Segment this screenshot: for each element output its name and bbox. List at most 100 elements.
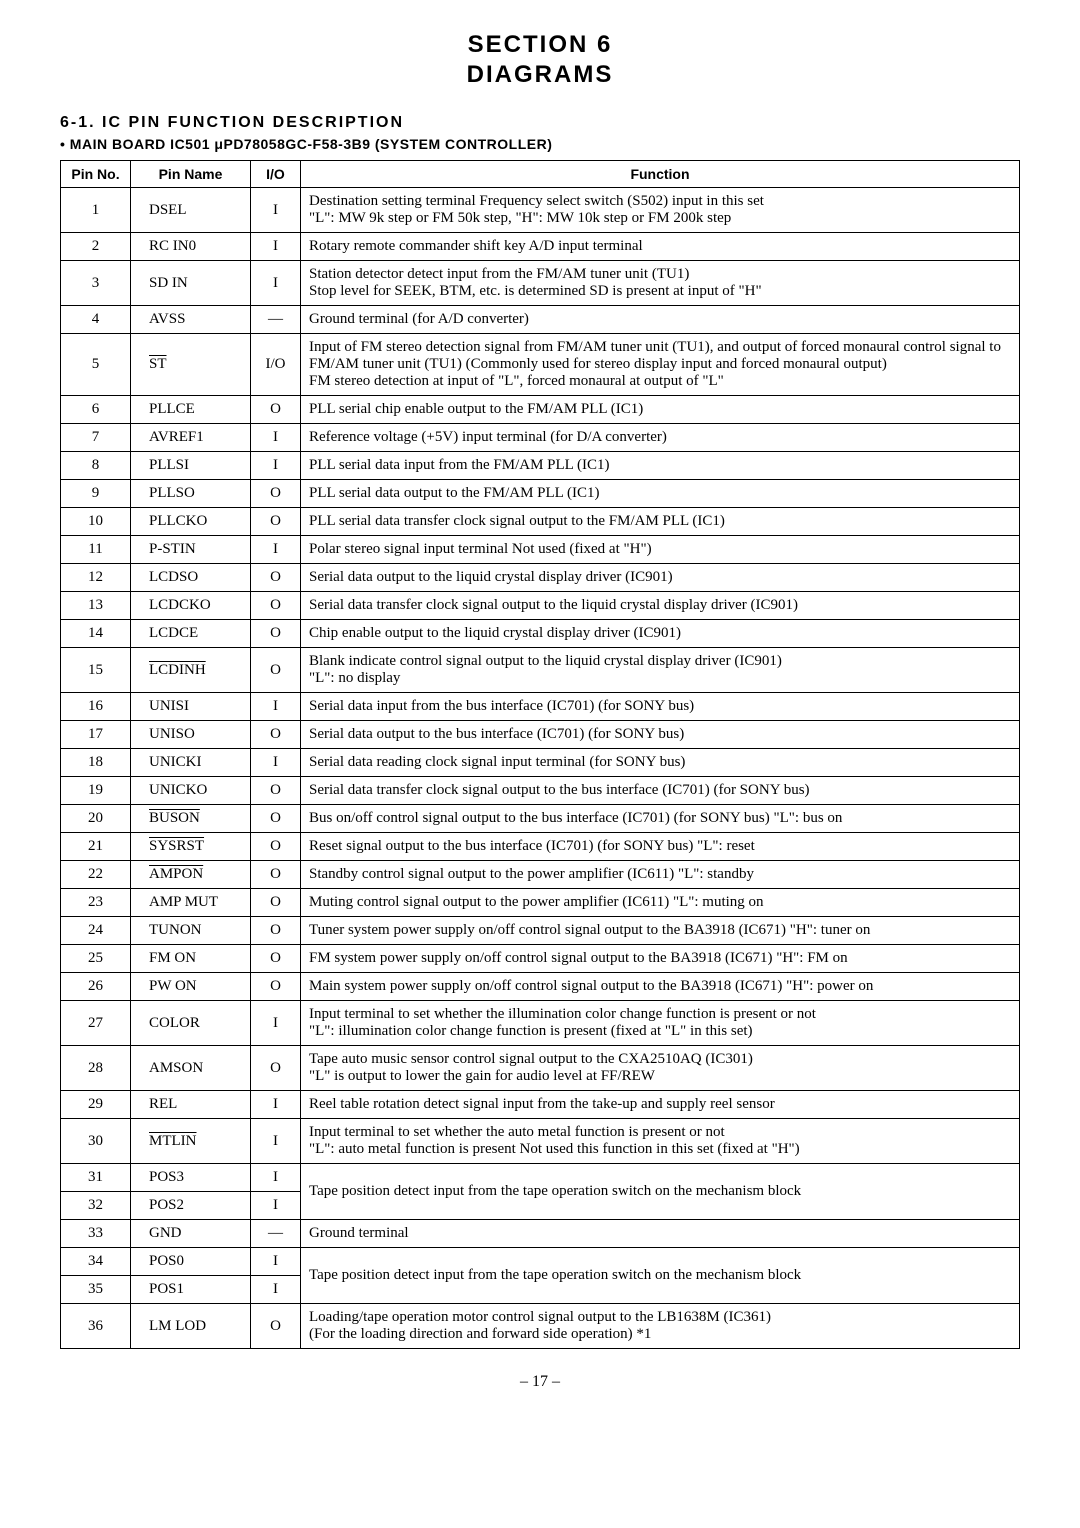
cell-pinname: LCDCE xyxy=(131,620,251,648)
cell-io: I xyxy=(251,749,301,777)
table-row: 2RC IN0IRotary remote commander shift ke… xyxy=(61,233,1020,261)
section-line2: DIAGRAMS xyxy=(467,61,614,88)
table-row: 9PLLSOOPLL serial data output to the FM/… xyxy=(61,480,1020,508)
cell-function: Polar stereo signal input terminal Not u… xyxy=(301,536,1020,564)
cell-io: I xyxy=(251,233,301,261)
cell-pinno: 36 xyxy=(61,1304,131,1349)
cell-io: O xyxy=(251,805,301,833)
cell-pinname: LCDSO xyxy=(131,564,251,592)
cell-function: Rotary remote commander shift key A/D in… xyxy=(301,233,1020,261)
cell-function: Tape position detect input from the tape… xyxy=(301,1164,1020,1220)
cell-pinno: 13 xyxy=(61,592,131,620)
cell-pinno: 30 xyxy=(61,1119,131,1164)
cell-function: Serial data reading clock signal input t… xyxy=(301,749,1020,777)
header-func: Function xyxy=(301,161,1020,188)
cell-io: O xyxy=(251,861,301,889)
cell-function: Ground terminal (for A/D converter) xyxy=(301,306,1020,334)
table-row: 17UNISOOSerial data output to the bus in… xyxy=(61,721,1020,749)
cell-io: O xyxy=(251,917,301,945)
cell-pinname: LCDCKO xyxy=(131,592,251,620)
cell-io: I xyxy=(251,1192,301,1220)
cell-function: FM system power supply on/off control si… xyxy=(301,945,1020,973)
table-row: 21SYSRSTOReset signal output to the bus … xyxy=(61,833,1020,861)
cell-function: Reset signal output to the bus interface… xyxy=(301,833,1020,861)
cell-function: Input terminal to set whether the auto m… xyxy=(301,1119,1020,1164)
table-row: 11P-STINIPolar stereo signal input termi… xyxy=(61,536,1020,564)
table-row: 7AVREF1IReference voltage (+5V) input te… xyxy=(61,424,1020,452)
cell-pinno: 24 xyxy=(61,917,131,945)
cell-pinname: POS0 xyxy=(131,1248,251,1276)
cell-pinname: PW ON xyxy=(131,973,251,1001)
cell-pinno: 15 xyxy=(61,648,131,693)
cell-pinname: UNISI xyxy=(131,693,251,721)
board-line: • MAIN BOARD IC501 μPD78058GC-F58-3B9 (S… xyxy=(60,136,1020,152)
cell-pinno: 8 xyxy=(61,452,131,480)
cell-pinname: TUNON xyxy=(131,917,251,945)
cell-pinno: 28 xyxy=(61,1046,131,1091)
cell-io: O xyxy=(251,833,301,861)
cell-function: Reel table rotation detect signal input … xyxy=(301,1091,1020,1119)
cell-function: Chip enable output to the liquid crystal… xyxy=(301,620,1020,648)
cell-io: O xyxy=(251,648,301,693)
cell-function: Standby control signal output to the pow… xyxy=(301,861,1020,889)
cell-function: Serial data output to the bus interface … xyxy=(301,721,1020,749)
cell-pinno: 17 xyxy=(61,721,131,749)
cell-io: O xyxy=(251,777,301,805)
cell-pinno: 7 xyxy=(61,424,131,452)
cell-function: Destination setting terminal Frequency s… xyxy=(301,188,1020,233)
table-row: 25FM ONOFM system power supply on/off co… xyxy=(61,945,1020,973)
cell-pinno: 10 xyxy=(61,508,131,536)
section-line1: SECTION 6 xyxy=(468,31,613,58)
table-row: 29RELIReel table rotation detect signal … xyxy=(61,1091,1020,1119)
table-row: 27COLORIInput terminal to set whether th… xyxy=(61,1001,1020,1046)
cell-pinno: 35 xyxy=(61,1276,131,1304)
cell-function: PLL serial data transfer clock signal ou… xyxy=(301,508,1020,536)
table-row: 28AMSONOTape auto music sensor control s… xyxy=(61,1046,1020,1091)
cell-pinname: UNICKO xyxy=(131,777,251,805)
cell-pinno: 20 xyxy=(61,805,131,833)
cell-io: I xyxy=(251,1276,301,1304)
header-pinno: Pin No. xyxy=(61,161,131,188)
table-row: 5STI/OInput of FM stereo detection signa… xyxy=(61,334,1020,396)
cell-pinname: PLLSO xyxy=(131,480,251,508)
cell-io: I xyxy=(251,1119,301,1164)
cell-pinname: DSEL xyxy=(131,188,251,233)
cell-pinno: 34 xyxy=(61,1248,131,1276)
cell-function: Serial data transfer clock signal output… xyxy=(301,777,1020,805)
cell-io: O xyxy=(251,396,301,424)
cell-function: PLL serial chip enable output to the FM/… xyxy=(301,396,1020,424)
header-io: I/O xyxy=(251,161,301,188)
table-row: 36LM LODOLoading/tape operation motor co… xyxy=(61,1304,1020,1349)
cell-pinno: 2 xyxy=(61,233,131,261)
cell-pinno: 31 xyxy=(61,1164,131,1192)
table-row: 16UNISIISerial data input from the bus i… xyxy=(61,693,1020,721)
cell-pinname: ST xyxy=(131,334,251,396)
cell-pinname: AVREF1 xyxy=(131,424,251,452)
subsection-heading: 6-1. IC PIN FUNCTION DESCRIPTION xyxy=(60,114,1020,132)
table-row: 19UNICKOOSerial data transfer clock sign… xyxy=(61,777,1020,805)
cell-io: O xyxy=(251,564,301,592)
cell-io: — xyxy=(251,1220,301,1248)
cell-pinname: POS3 xyxy=(131,1164,251,1192)
table-row: 30MTLINIInput terminal to set whether th… xyxy=(61,1119,1020,1164)
cell-pinno: 6 xyxy=(61,396,131,424)
table-row: 6PLLCEOPLL serial chip enable output to … xyxy=(61,396,1020,424)
table-row: 14LCDCEOChip enable output to the liquid… xyxy=(61,620,1020,648)
cell-pinname: LM LOD xyxy=(131,1304,251,1349)
cell-io: O xyxy=(251,1046,301,1091)
cell-function: Ground terminal xyxy=(301,1220,1020,1248)
pin-function-table: Pin No. Pin Name I/O Function 1DSELIDest… xyxy=(60,160,1020,1349)
cell-pinno: 19 xyxy=(61,777,131,805)
cell-io: I xyxy=(251,536,301,564)
cell-pinno: 27 xyxy=(61,1001,131,1046)
cell-io: O xyxy=(251,620,301,648)
cell-function: Serial data transfer clock signal output… xyxy=(301,592,1020,620)
cell-pinname: AMSON xyxy=(131,1046,251,1091)
cell-io: I/O xyxy=(251,334,301,396)
cell-io: I xyxy=(251,188,301,233)
cell-pinno: 12 xyxy=(61,564,131,592)
cell-pinname: COLOR xyxy=(131,1001,251,1046)
cell-io: — xyxy=(251,306,301,334)
cell-function: Tape position detect input from the tape… xyxy=(301,1248,1020,1304)
cell-pinname: GND xyxy=(131,1220,251,1248)
